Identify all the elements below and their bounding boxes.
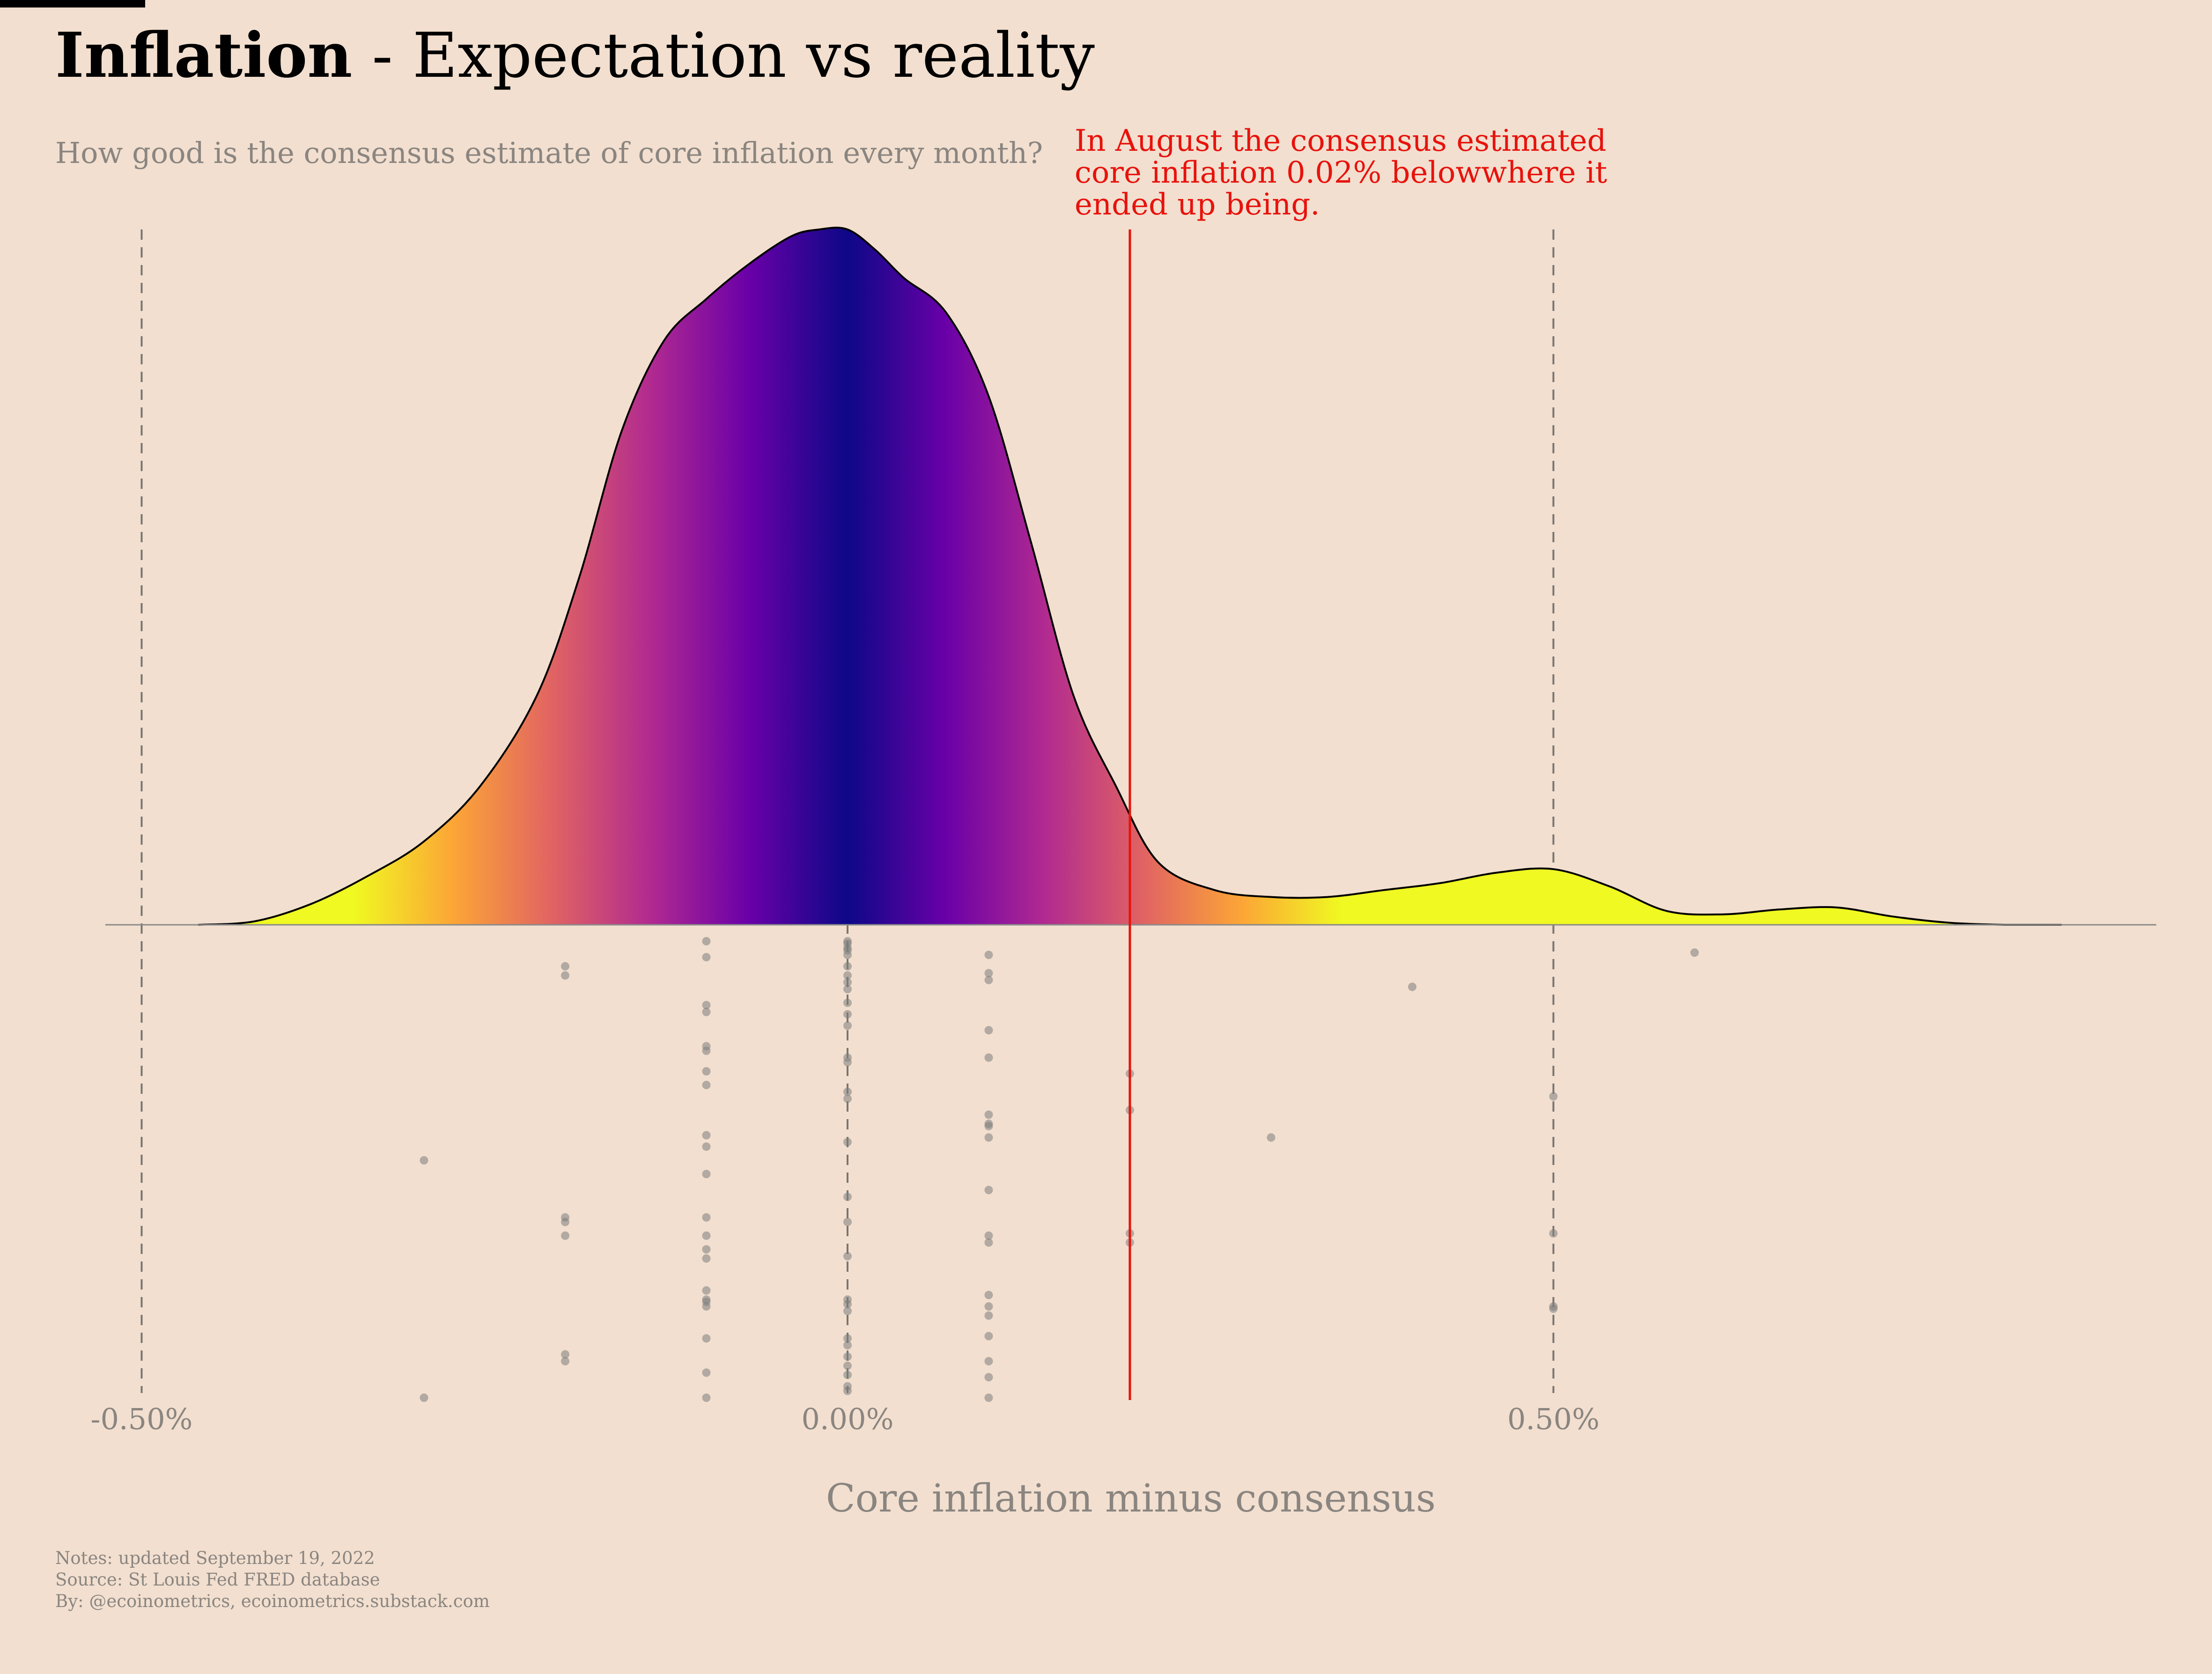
data-point bbox=[984, 951, 993, 959]
data-point bbox=[843, 1386, 852, 1395]
data-point bbox=[843, 971, 852, 980]
title-bold: Inflation bbox=[55, 19, 353, 92]
data-point bbox=[561, 1231, 569, 1240]
data-point bbox=[984, 1026, 993, 1035]
data-point bbox=[702, 1368, 711, 1377]
data-point bbox=[1690, 948, 1699, 957]
data-point bbox=[843, 1094, 852, 1103]
data-point bbox=[702, 1245, 711, 1254]
x-tick-label: -0.50% bbox=[91, 1402, 193, 1436]
data-point bbox=[561, 1357, 569, 1365]
source-line: Source: St Louis Fed FRED database bbox=[55, 1570, 380, 1590]
data-point bbox=[984, 1394, 993, 1402]
annotation-line: In August the consensus estimated bbox=[1075, 124, 1607, 158]
data-point bbox=[843, 1138, 852, 1146]
byline: By: @ecoinometrics, ecoinometrics.substa… bbox=[55, 1591, 490, 1611]
data-point bbox=[420, 1156, 428, 1165]
data-point bbox=[843, 1021, 852, 1030]
data-point bbox=[1267, 1133, 1276, 1142]
data-point bbox=[984, 1186, 993, 1195]
annotation-line: core inflation 0.02% belowwhere it bbox=[1075, 155, 1607, 190]
data-point bbox=[1549, 1092, 1558, 1101]
density-area bbox=[198, 228, 2062, 925]
data-point bbox=[420, 1394, 428, 1402]
data-point bbox=[702, 1067, 711, 1076]
data-point bbox=[843, 1087, 852, 1096]
footer-notes: Notes: updated September 19, 2022 Source… bbox=[55, 1548, 490, 1612]
data-point bbox=[843, 1300, 852, 1309]
data-point bbox=[702, 1081, 711, 1090]
data-point bbox=[984, 1302, 993, 1311]
data-point bbox=[984, 1332, 993, 1341]
title-rest: - Expectation vs reality bbox=[352, 20, 1095, 92]
x-tick-labels: -0.50% 0.00% 0.50% bbox=[91, 1402, 1600, 1436]
data-point bbox=[843, 1361, 852, 1370]
data-point bbox=[984, 1133, 993, 1142]
data-point bbox=[702, 1213, 711, 1222]
data-point bbox=[843, 1058, 852, 1067]
notes-line: Notes: updated September 19, 2022 bbox=[55, 1548, 375, 1568]
data-point bbox=[1549, 1304, 1558, 1313]
data-point bbox=[702, 1170, 711, 1179]
data-point bbox=[984, 1291, 993, 1299]
data-point bbox=[984, 969, 993, 978]
data-point bbox=[843, 1252, 852, 1261]
page-title: Inflation - Expectation vs reality bbox=[55, 19, 1095, 93]
data-point bbox=[702, 1008, 711, 1017]
data-point bbox=[702, 1334, 711, 1343]
data-point bbox=[843, 1371, 852, 1379]
highlight-annotation: In August the consensus estimated core i… bbox=[1075, 124, 1617, 222]
data-point bbox=[843, 1193, 852, 1201]
data-point bbox=[843, 951, 852, 959]
data-point bbox=[702, 1302, 711, 1311]
points-layer bbox=[420, 937, 1699, 1402]
data-point bbox=[702, 1047, 711, 1055]
data-point bbox=[843, 1010, 852, 1018]
accent-bar bbox=[0, 0, 145, 7]
data-point bbox=[843, 1217, 852, 1226]
data-point bbox=[702, 937, 711, 945]
data-point bbox=[561, 962, 569, 971]
data-point bbox=[984, 1121, 993, 1130]
data-point bbox=[702, 1001, 711, 1010]
data-point bbox=[561, 1217, 569, 1226]
data-point bbox=[561, 971, 569, 980]
data-point bbox=[1408, 982, 1416, 991]
data-point bbox=[843, 998, 852, 1007]
data-point bbox=[984, 1311, 993, 1320]
data-point bbox=[843, 1334, 852, 1343]
data-point bbox=[984, 1238, 993, 1247]
data-point bbox=[984, 1357, 993, 1365]
data-point bbox=[843, 978, 852, 987]
data-point bbox=[843, 1341, 852, 1350]
data-point bbox=[702, 953, 711, 962]
data-point bbox=[702, 1131, 711, 1140]
data-point bbox=[984, 1373, 993, 1382]
data-point bbox=[843, 1352, 852, 1361]
x-tick-label: 0.00% bbox=[802, 1402, 894, 1436]
data-point bbox=[561, 1350, 569, 1359]
x-tick-label: 0.50% bbox=[1507, 1402, 1600, 1436]
data-point bbox=[984, 1053, 993, 1062]
annotation-line: ended up being. bbox=[1075, 187, 1320, 222]
data-point bbox=[984, 975, 993, 984]
data-point bbox=[702, 1142, 711, 1151]
data-point bbox=[702, 1394, 711, 1402]
data-point bbox=[984, 1231, 993, 1240]
data-point bbox=[843, 962, 852, 971]
data-point bbox=[984, 1110, 993, 1119]
page-subtitle: How good is the consensus estimate of co… bbox=[55, 136, 1043, 170]
data-point bbox=[702, 1286, 711, 1295]
data-point bbox=[843, 985, 852, 994]
data-point bbox=[702, 1231, 711, 1240]
data-point bbox=[1549, 1229, 1558, 1238]
density-curve bbox=[198, 227, 2062, 926]
x-axis-label: Core inflation minus consensus bbox=[826, 1476, 1436, 1521]
data-point bbox=[702, 1254, 711, 1263]
data-point bbox=[843, 1306, 852, 1315]
